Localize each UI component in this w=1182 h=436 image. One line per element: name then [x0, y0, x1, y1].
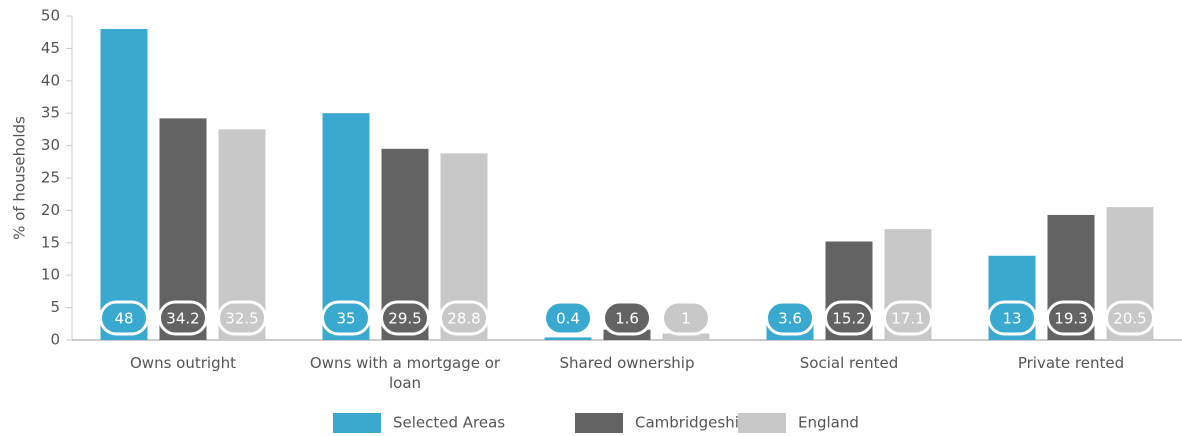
- data-label: 0.4: [556, 310, 580, 328]
- legend-swatch: [575, 413, 623, 433]
- legend-label: Cambridgeshire: [635, 414, 754, 432]
- y-tick-label: 20: [41, 201, 60, 219]
- y-tick-label: 0: [50, 331, 60, 349]
- y-tick-label: 45: [41, 39, 60, 57]
- y-tick-label: 15: [41, 233, 60, 251]
- legend-label: Selected Areas: [393, 414, 505, 432]
- y-tick-label: 25: [41, 169, 60, 187]
- data-label-pill: [824, 300, 874, 336]
- data-label: 1: [681, 310, 691, 328]
- data-label: 20.5: [1113, 310, 1146, 328]
- y-axis-label: % of households: [11, 116, 29, 240]
- x-tick-label: Private rented: [1017, 354, 1125, 372]
- data-label: 15.2: [832, 310, 865, 328]
- data-label: 35: [336, 310, 355, 328]
- bar: [100, 28, 148, 341]
- data-label: 3.6: [778, 310, 802, 328]
- data-label-pill: [765, 300, 815, 336]
- y-tick-label: 50: [41, 7, 60, 25]
- data-label-pill: [661, 300, 711, 336]
- legend-label: England: [798, 414, 859, 432]
- data-label-pill: [321, 300, 371, 336]
- data-label-pill: [158, 300, 208, 336]
- data-label-pill: [99, 300, 149, 336]
- data-label-pill: [883, 300, 933, 336]
- data-label: 28.8: [447, 310, 480, 328]
- x-tick-label: Shared ownership: [559, 354, 695, 372]
- x-tick-label: Owns outright: [130, 354, 236, 372]
- data-label-pill: [439, 300, 489, 336]
- data-label: 48: [114, 310, 133, 328]
- data-label: 34.2: [166, 310, 199, 328]
- data-label-pill: [602, 300, 652, 336]
- bar: [544, 337, 592, 340]
- legend-swatch: [333, 413, 381, 433]
- x-tick-label: Owns with a mortgage or loan: [309, 354, 501, 392]
- data-label: 17.1: [891, 310, 924, 328]
- legend-swatch: [738, 413, 786, 433]
- data-label-pill: [543, 300, 593, 336]
- x-tick-label: Social rented: [799, 354, 899, 372]
- data-label-pill: [1105, 300, 1155, 336]
- bar: [662, 333, 710, 340]
- data-label: 19.3: [1054, 310, 1087, 328]
- y-tick-label: 10: [41, 266, 60, 284]
- data-label: 29.5: [388, 310, 421, 328]
- data-label: 1.6: [615, 310, 639, 328]
- data-label-pill: [217, 300, 267, 336]
- y-tick-label: 5: [50, 298, 60, 316]
- data-label-pill: [380, 300, 430, 336]
- data-label: 13: [1002, 310, 1021, 328]
- y-tick-label: 30: [41, 136, 60, 154]
- data-label-pill: [1046, 300, 1096, 336]
- data-label-pill: [987, 300, 1037, 336]
- y-tick-label: 40: [41, 71, 60, 89]
- y-tick-label: 35: [41, 104, 60, 122]
- data-label: 32.5: [225, 310, 258, 328]
